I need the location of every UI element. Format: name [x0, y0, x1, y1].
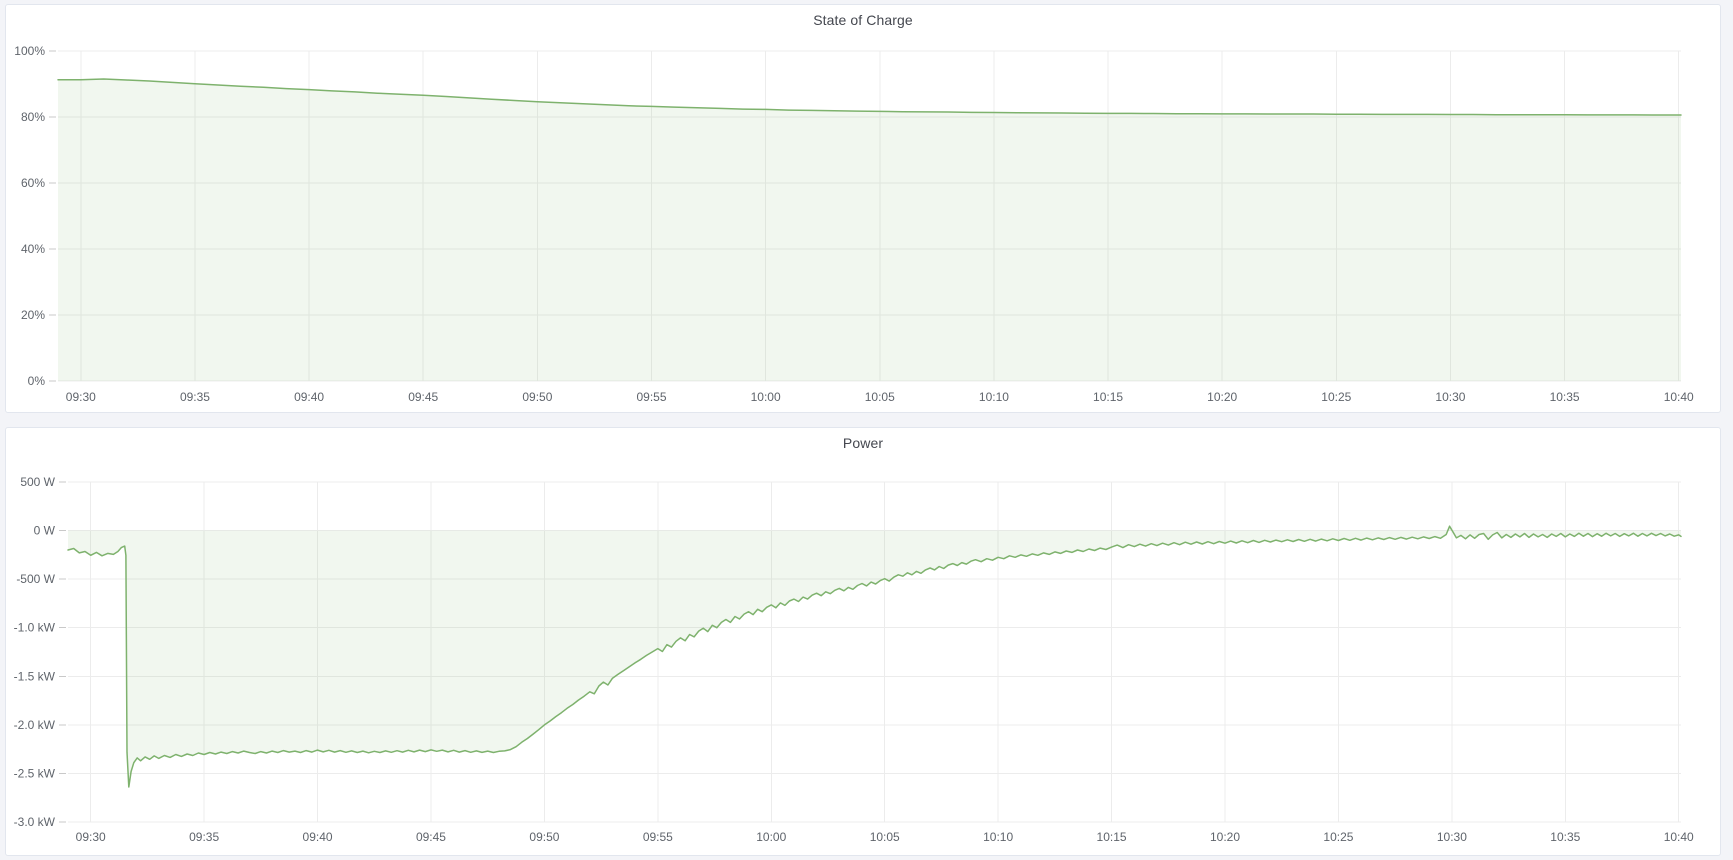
svg-text:09:55: 09:55 — [636, 390, 666, 404]
panel-power: Power 500 W 0 W -500 W -1.0 kW -1.5 kW -2.0 k… — [5, 427, 1721, 856]
svg-text:10:05: 10:05 — [870, 830, 900, 844]
svg-text:10:25: 10:25 — [1321, 390, 1351, 404]
svg-text:09:40: 09:40 — [294, 390, 324, 404]
svg-text:10:00: 10:00 — [751, 390, 781, 404]
svg-text:-1.5 kW: -1.5 kW — [14, 669, 56, 683]
svg-text:-1.0 kW: -1.0 kW — [14, 621, 56, 635]
svg-text:10:35: 10:35 — [1550, 830, 1580, 844]
svg-text:80%: 80% — [21, 110, 45, 124]
svg-text:10:20: 10:20 — [1210, 830, 1240, 844]
svg-text:10:10: 10:10 — [983, 830, 1013, 844]
svg-text:09:45: 09:45 — [408, 390, 438, 404]
panel-title-state-of-charge[interactable]: State of Charge — [813, 12, 913, 28]
svg-text:10:15: 10:15 — [1097, 830, 1127, 844]
svg-text:10:30: 10:30 — [1435, 390, 1465, 404]
svg-text:-3.0 kW: -3.0 kW — [14, 815, 56, 829]
svg-text:09:55: 09:55 — [643, 830, 673, 844]
state-of-charge-chart-canvas[interactable]: 100% 80% 60% 40% 20% 0% 09:30 09:35 09:40 09:45 09… — [6, 35, 1720, 412]
panel-state-of-charge: State of Charge 100% 80% 60% 40% 20% 0% 09:30 0… — [5, 4, 1721, 413]
power-chart-canvas[interactable]: 500 W 0 W -500 W -1.0 kW -1.5 kW -2.0 kW -2.5 … — [6, 458, 1720, 855]
svg-text:10:10: 10:10 — [979, 390, 1009, 404]
svg-text:09:50: 09:50 — [529, 830, 559, 844]
svg-text:-2.0 kW: -2.0 kW — [14, 718, 56, 732]
svg-text:09:40: 09:40 — [303, 830, 333, 844]
svg-text:10:40: 10:40 — [1664, 390, 1694, 404]
svg-text:10:00: 10:00 — [756, 830, 786, 844]
svg-text:10:15: 10:15 — [1093, 390, 1123, 404]
svg-text:500 W: 500 W — [20, 475, 55, 489]
svg-text:09:35: 09:35 — [189, 830, 219, 844]
svg-text:10:30: 10:30 — [1437, 830, 1467, 844]
svg-text:10:35: 10:35 — [1550, 390, 1580, 404]
svg-text:09:30: 09:30 — [66, 390, 96, 404]
svg-text:-500 W: -500 W — [16, 572, 55, 586]
panel-title-power[interactable]: Power — [842, 435, 884, 451]
svg-text:60%: 60% — [21, 176, 45, 190]
svg-text:10:05: 10:05 — [865, 390, 895, 404]
svg-text:09:35: 09:35 — [180, 390, 210, 404]
svg-text:10:20: 10:20 — [1207, 390, 1237, 404]
svg-text:09:45: 09:45 — [416, 830, 446, 844]
svg-text:100%: 100% — [14, 44, 45, 58]
svg-text:10:25: 10:25 — [1323, 830, 1353, 844]
svg-text:09:30: 09:30 — [76, 830, 106, 844]
svg-text:-2.5 kW: -2.5 kW — [14, 766, 56, 780]
svg-text:0 W: 0 W — [34, 524, 56, 538]
svg-text:40%: 40% — [21, 242, 45, 256]
svg-text:10:40: 10:40 — [1664, 830, 1694, 844]
svg-text:20%: 20% — [21, 308, 45, 322]
svg-text:0%: 0% — [28, 374, 46, 388]
svg-text:09:50: 09:50 — [522, 390, 552, 404]
